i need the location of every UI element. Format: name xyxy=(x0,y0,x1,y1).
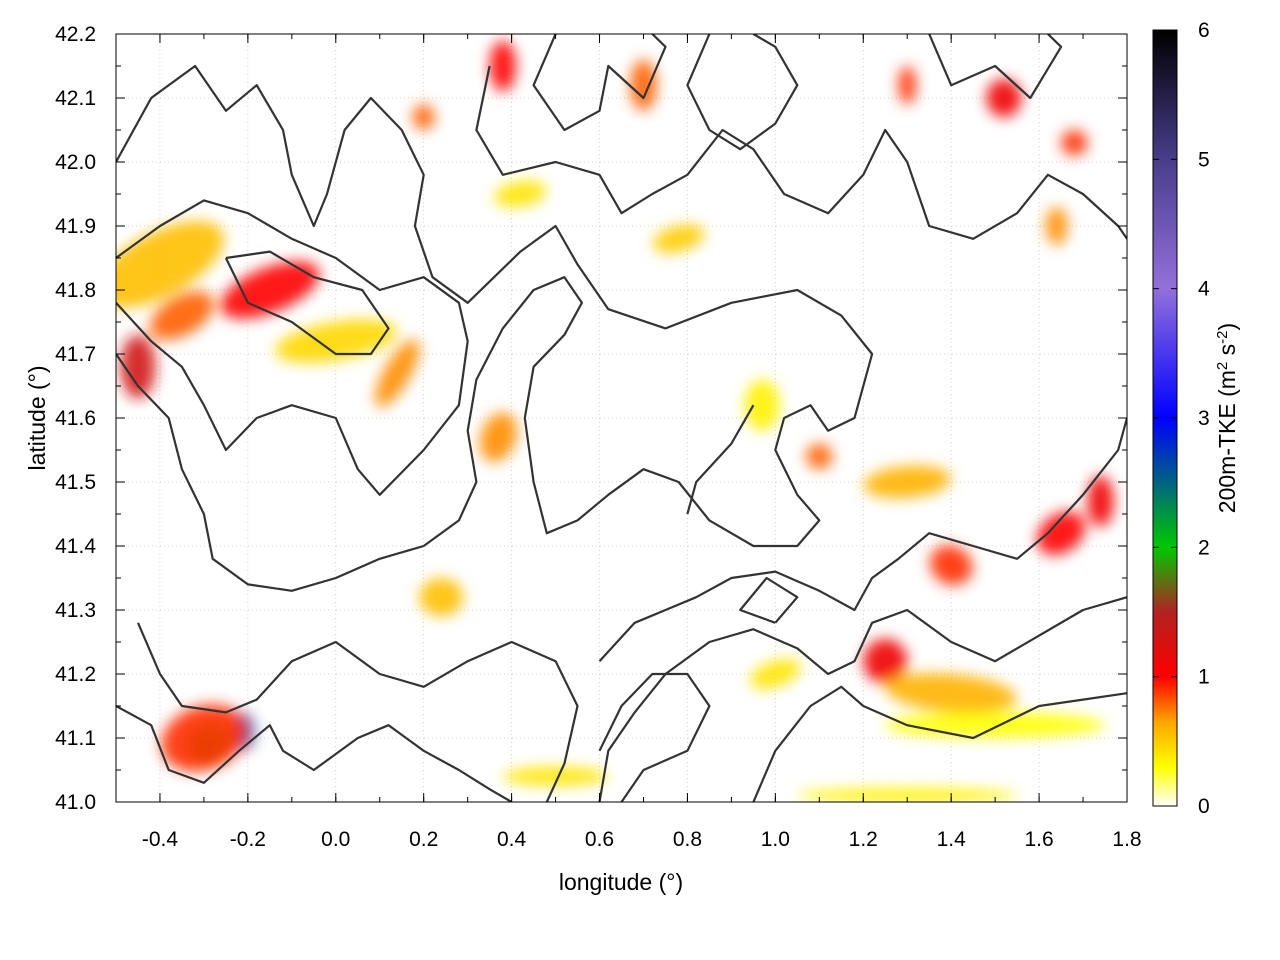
y-tick-label: 41.9 xyxy=(55,215,96,238)
contour-line xyxy=(928,34,1063,100)
tke-patch xyxy=(116,220,224,308)
y-axis: 41.0 41.1 41.2 41.3 41.4 41.5 41.6 41.7 41.8 41.9… xyxy=(55,23,1127,814)
contour-line xyxy=(598,417,1127,662)
contour-line xyxy=(752,685,1127,802)
colorbar-tick-label: 0 xyxy=(1198,795,1210,818)
colorbar-tick-label: 1 xyxy=(1198,666,1210,689)
x-tick-label: 0.8 xyxy=(673,828,702,851)
contour-line xyxy=(224,250,390,356)
tke-patch xyxy=(797,787,1018,802)
tke-patch xyxy=(1045,206,1068,246)
x-axis-title: longitude (°) xyxy=(559,869,683,895)
contour-line xyxy=(598,596,1127,802)
tke-patch xyxy=(744,379,780,431)
tke-patch xyxy=(479,412,518,462)
tke-patch xyxy=(494,180,547,208)
x-axis: -0.4 -0.2 0.0 0.2 0.4 0.6 0.8 1.0 1.2 1.4 1.6 1.8 xyxy=(115,34,1142,851)
y-tick-label: 41.4 xyxy=(55,535,96,558)
y-tick-label: 41.5 xyxy=(55,471,96,494)
tke-patch xyxy=(412,104,435,130)
colorbar-axis: 0 1 2 3 4 5 6 xyxy=(1153,19,1210,818)
tke-patch xyxy=(220,261,320,319)
x-tick-label: 0.2 xyxy=(409,828,438,851)
y-tick-label: 41.2 xyxy=(55,663,96,686)
tke-patch xyxy=(374,339,420,408)
contour-line xyxy=(136,622,579,802)
tke-patch xyxy=(150,291,214,340)
tke-field xyxy=(116,40,1114,802)
y-tick-label: 41.8 xyxy=(55,279,96,302)
y-tick-label: 41.3 xyxy=(55,599,96,622)
tke-patch xyxy=(1087,475,1114,527)
tke-patch xyxy=(885,673,1017,714)
x-tick-label: 1.0 xyxy=(761,828,790,851)
x-tick-label: 1.4 xyxy=(937,828,967,851)
tke-patch xyxy=(863,465,952,499)
tke-patch xyxy=(750,658,801,690)
x-tick-label: 0.0 xyxy=(321,828,350,851)
contour-line xyxy=(116,705,513,802)
y-tick-label: 41.6 xyxy=(55,407,96,430)
tke-patch xyxy=(489,40,517,92)
tke-patch xyxy=(885,712,1106,738)
y-axis-title: latitude (°) xyxy=(24,365,50,470)
contour-line xyxy=(686,34,799,151)
tke-patch xyxy=(986,78,1022,118)
y-tick-label: 42.1 xyxy=(55,87,96,110)
tke-patch xyxy=(1036,511,1086,556)
contour-line xyxy=(739,576,799,624)
colorbar-tick-label: 2 xyxy=(1198,536,1210,559)
tke-patch xyxy=(1061,130,1088,156)
tke-patch xyxy=(630,59,657,111)
x-tick-label: -0.4 xyxy=(142,828,179,851)
colorbar-title: 200m-TKE (m2 s-2) xyxy=(1214,323,1241,513)
x-tick-label: 0.4 xyxy=(497,828,527,851)
x-tick-label: 1.2 xyxy=(849,828,878,851)
y-tick-label: 41.0 xyxy=(55,791,96,814)
contour-line xyxy=(598,672,711,802)
colorbar-tick-label: 4 xyxy=(1198,278,1210,301)
terrain-contours xyxy=(116,34,1127,802)
x-tick-label: 1.6 xyxy=(1024,828,1053,851)
tke-patch xyxy=(120,334,156,399)
x-tick-label: -0.2 xyxy=(230,828,266,851)
tke-patch xyxy=(863,638,908,684)
y-tick-label: 41.1 xyxy=(55,727,96,750)
tke-patch xyxy=(898,66,917,105)
y-tick-label: 42.0 xyxy=(55,151,96,174)
contour-line xyxy=(116,64,874,592)
x-tick-label: 0.6 xyxy=(585,828,614,851)
tke-patch xyxy=(419,578,464,617)
tke-patch xyxy=(806,443,833,470)
colorbar-tick-label: 3 xyxy=(1198,407,1210,430)
tke-patch xyxy=(929,545,973,586)
contour-line xyxy=(475,65,1127,240)
tke-patch xyxy=(161,704,247,772)
x-tick-label: 1.8 xyxy=(1112,828,1141,851)
contour-line xyxy=(686,404,755,515)
y-tick-label: 42.2 xyxy=(55,23,96,46)
contour-line xyxy=(116,199,469,496)
y-tick-label: 41.7 xyxy=(55,343,96,366)
tke-patch xyxy=(275,319,397,363)
tke-patch xyxy=(502,766,609,787)
colorbar-tick-label: 6 xyxy=(1198,19,1210,42)
colorbar-tick-label: 5 xyxy=(1198,148,1210,171)
tke-patch xyxy=(652,224,705,253)
contour-line xyxy=(532,34,667,132)
